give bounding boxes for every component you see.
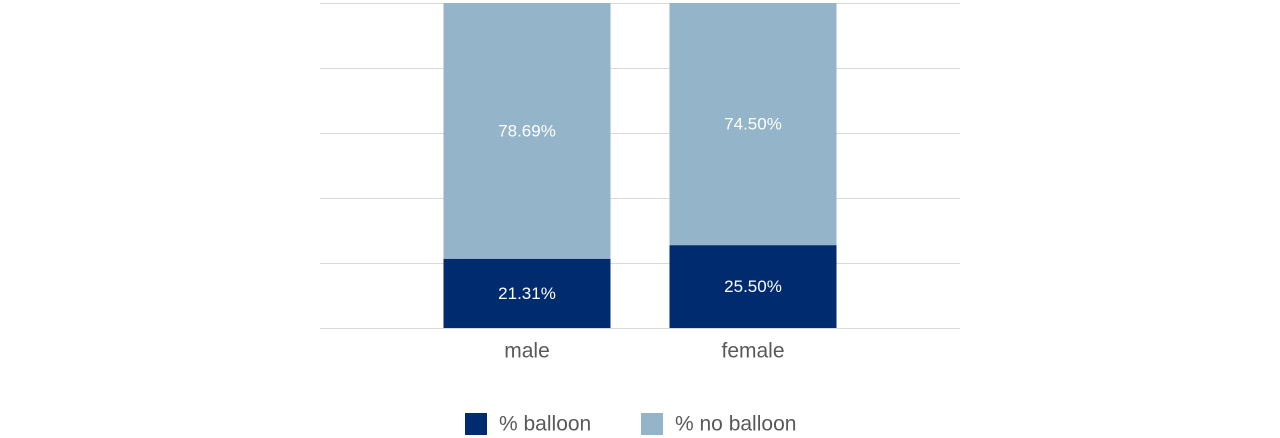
data-label-male-series-1: 21.31% (498, 284, 556, 303)
category-label-female: female (721, 340, 784, 363)
legend-label-series-2: % no balloon (675, 413, 796, 436)
legend-label-series-1: % balloon (499, 413, 591, 436)
gridlines (320, 3, 960, 329)
data-label-female-series-2: 74.50% (724, 115, 782, 134)
category-labels: male female (504, 340, 784, 363)
legend: % balloon % no balloon (465, 413, 796, 436)
bar-female-series-2 (669, 3, 837, 246)
bar-female-series-1 (669, 245, 837, 328)
category-label-male: male (504, 340, 550, 363)
data-labels: 21.31% 78.69% 25.50% 74.50% (498, 115, 782, 303)
legend-swatch-series-2 (641, 413, 663, 435)
legend-swatch-series-1 (465, 413, 487, 435)
bar-male-series-1 (443, 258, 611, 328)
data-label-male-series-2: 78.69% (498, 121, 556, 140)
bar-male-series-2 (443, 3, 611, 259)
data-label-female-series-1: 25.50% (724, 277, 782, 296)
bars (443, 3, 837, 328)
